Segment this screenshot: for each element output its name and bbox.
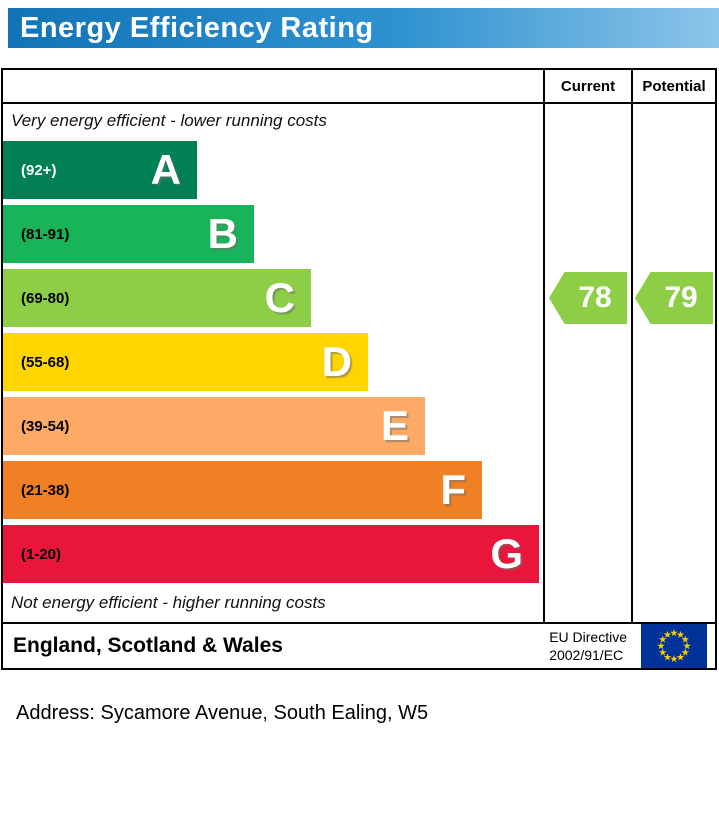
band-bar-d: (55-68) D — [3, 333, 368, 391]
band-letter-f: F — [440, 466, 466, 513]
band-range-f: (21-38) — [21, 481, 70, 499]
eu-flag-icon — [641, 624, 707, 668]
band-bar-a: (92+) A — [3, 141, 197, 199]
band-bar-e: (39-54) E — [3, 397, 425, 455]
band-letter-d: D — [321, 338, 352, 385]
footer-bar: England, Scotland & Wales EU Directive 2… — [1, 624, 717, 670]
potential-column-header: Potential — [631, 70, 715, 104]
band-row-c: (69-80) C — [3, 266, 543, 330]
epc-page: Energy Efficiency Rating Current Potenti… — [0, 8, 719, 813]
band-letter-g: G — [490, 530, 523, 577]
band-row-e: (39-54) E — [3, 394, 543, 458]
eu-directive-line1: EU Directive — [549, 628, 627, 645]
band-range-e: (39-54) — [21, 417, 70, 435]
address-line: Address: Sycamore Avenue, South Ealing, … — [16, 702, 429, 724]
potential-rating-value: 79 — [664, 281, 698, 314]
current-rating-arrow: 78 — [549, 272, 627, 324]
band-bar-f: (21-38) F — [3, 461, 482, 519]
title-bar: Energy Efficiency Rating — [8, 8, 719, 48]
band-letter-b: B — [207, 210, 238, 257]
current-column: 78 — [543, 104, 631, 622]
band-row-f: (21-38) F — [3, 458, 543, 522]
eu-directive-label: EU Directive 2002/91/EC — [549, 628, 627, 664]
footer-right: EU Directive 2002/91/EC — [549, 624, 707, 668]
potential-rating-arrow: 79 — [635, 272, 713, 324]
band-letter-a: A — [150, 146, 181, 193]
band-bar-g: (1-20) G — [3, 525, 539, 583]
band-row-d: (55-68) D — [3, 330, 543, 394]
band-bar-c: (69-80) C — [3, 269, 311, 327]
band-letter-c: C — [264, 274, 295, 321]
current-column-header: Current — [543, 70, 631, 104]
bottom-note: Not energy efficient - higher running co… — [11, 593, 326, 612]
potential-column: 79 — [631, 104, 715, 622]
bands-area: Very energy efficient - lower running co… — [3, 104, 543, 622]
band-row-g: (1-20) G — [3, 522, 543, 586]
band-range-g: (1-20) — [21, 545, 62, 563]
current-rating-value: 78 — [578, 281, 612, 314]
band-row-a: (92+) A — [3, 138, 543, 202]
band-row-b: (81-91) B — [3, 202, 543, 266]
eu-directive-line2: 2002/91/EC — [549, 647, 624, 663]
band-range-c: (69-80) — [21, 289, 70, 307]
rating-table: Current Potential Very energy efficient … — [1, 68, 717, 624]
top-note: Very energy efficient - lower running co… — [11, 111, 327, 130]
header-spacer — [3, 70, 543, 104]
region-label: England, Scotland & Wales — [13, 634, 283, 657]
band-range-d: (55-68) — [21, 353, 70, 371]
band-letter-e: E — [380, 402, 409, 449]
band-range-a: (92+) — [21, 161, 57, 179]
page-title: Energy Efficiency Rating — [20, 11, 374, 44]
band-range-b: (81-91) — [21, 225, 70, 243]
band-bar-b: (81-91) B — [3, 205, 254, 263]
